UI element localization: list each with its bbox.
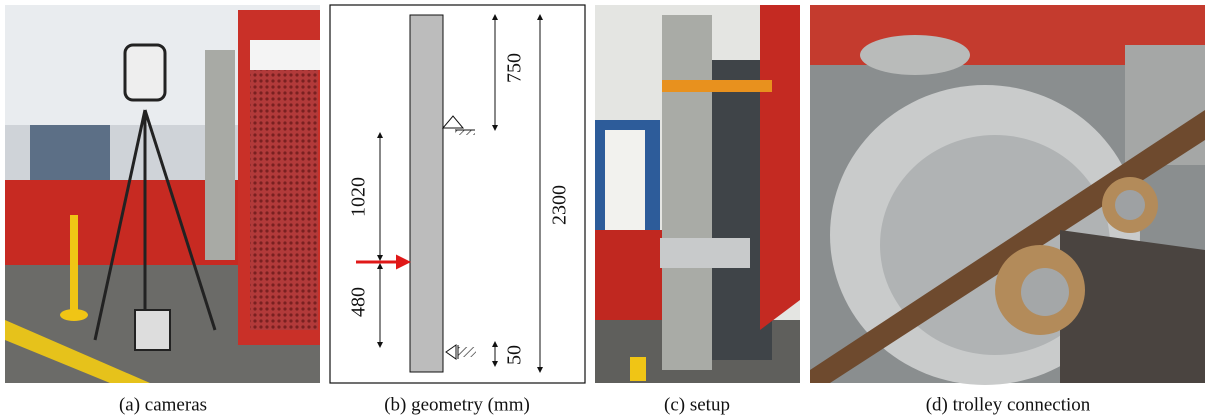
panel-caption: (b) geometry (mm) bbox=[384, 394, 530, 415]
dimension-label: 750 bbox=[504, 53, 526, 83]
panel-caption: (d) trolley connection bbox=[926, 394, 1091, 415]
dimension-label: 2300 bbox=[549, 185, 571, 225]
dimension-label: 1020 bbox=[348, 177, 370, 217]
figure: 750 2300 1020 480 50 (a) cameras (b) g bbox=[0, 0, 1208, 419]
dimension-label: 50 bbox=[504, 345, 526, 365]
panel-caption: (a) cameras bbox=[119, 394, 207, 415]
photo-setup bbox=[595, 5, 800, 383]
dimension-label: 480 bbox=[348, 287, 370, 317]
geometry-diagram: 750 2300 1020 480 50 bbox=[330, 5, 585, 383]
panel-caption: (c) setup bbox=[664, 394, 730, 415]
photo-cameras bbox=[5, 5, 320, 383]
photo-trolley bbox=[810, 5, 1205, 385]
